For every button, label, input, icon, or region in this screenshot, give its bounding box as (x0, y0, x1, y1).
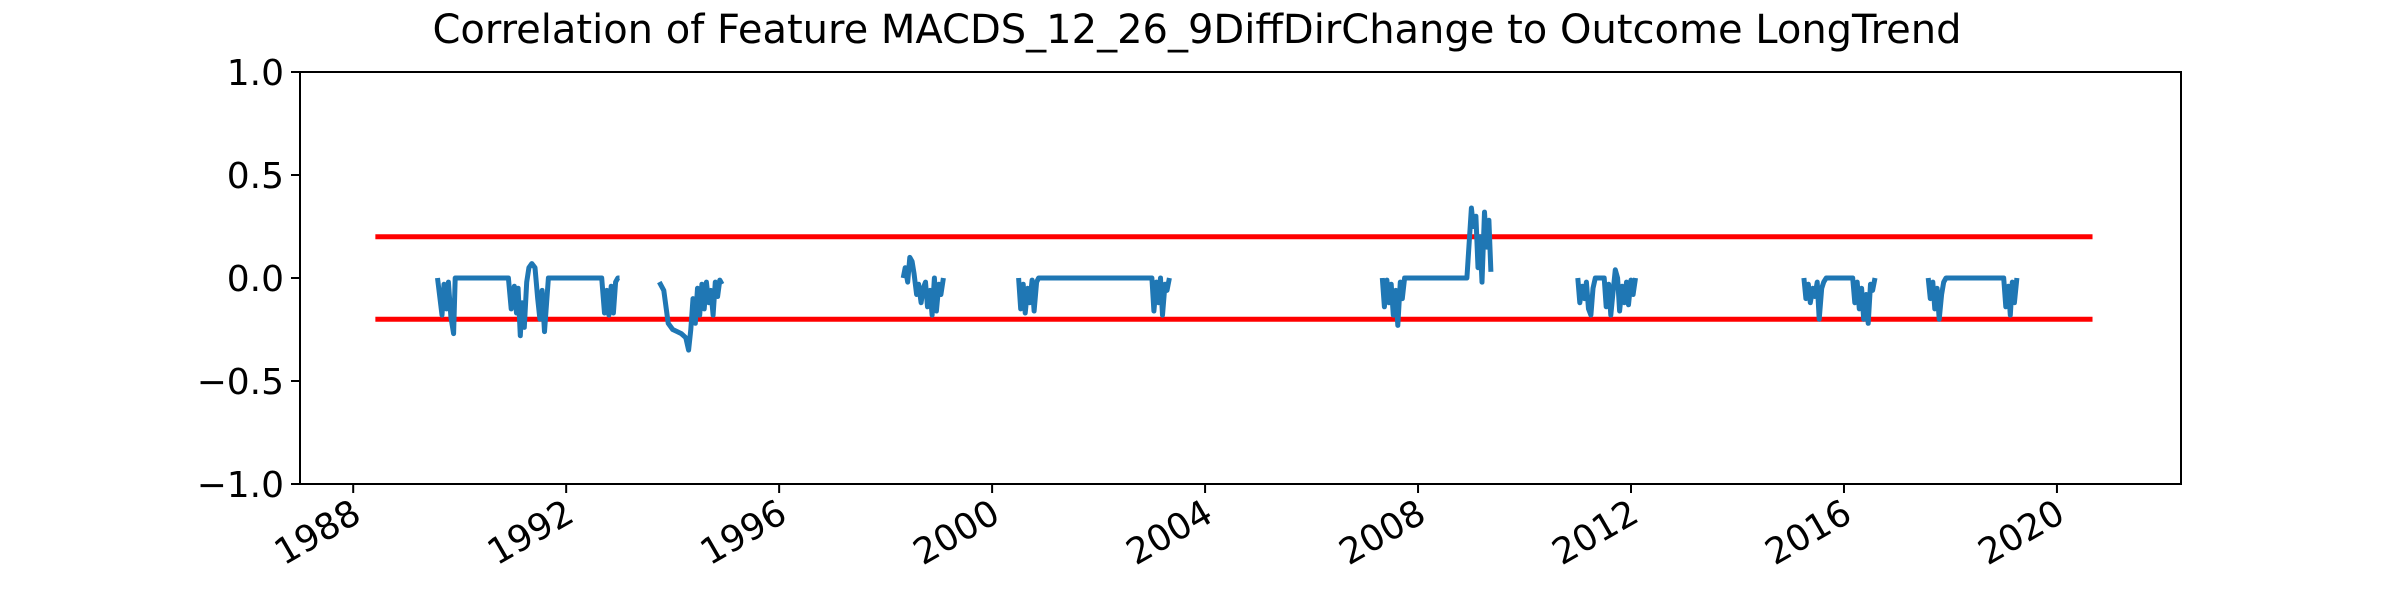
x-axis: 1988 1992 1996 2000 2004 2008 2012 2016 2020 (268, 484, 2072, 574)
series-line-segment-5 (1575, 267, 1638, 318)
y-tick-label: −0.5 (197, 362, 284, 403)
x-tick-label: 1996 (694, 492, 794, 573)
series-line-segment-0 (435, 261, 621, 339)
x-tick-label: 2004 (1120, 492, 1220, 573)
y-axis: 1.0 0.5 0.0 −0.5 −1.0 (197, 53, 300, 506)
y-tick-label: −1.0 (197, 465, 284, 506)
x-tick-label: 2012 (1546, 492, 1646, 573)
x-tick-label: 1992 (481, 492, 581, 573)
x-tick-label: 2020 (1972, 492, 2072, 573)
y-tick-label: 0.5 (227, 156, 284, 197)
y-tick-label: 0.0 (227, 259, 284, 300)
series-line-segment-4 (1379, 205, 1494, 328)
series-line-segment-2 (900, 254, 946, 318)
series-line-segment-1 (657, 277, 725, 353)
series-line-segment-7 (1925, 275, 2020, 322)
y-tick-label: 1.0 (227, 53, 284, 94)
series-line-segment-6 (1801, 275, 1878, 326)
x-tick-label: 2016 (1759, 492, 1859, 573)
series-line-segment-3 (1016, 275, 1172, 318)
plot-area (375, 205, 2093, 353)
x-tick-label: 2000 (907, 492, 1007, 573)
chart-title: Correlation of Feature MACDS_12_26_9Diff… (432, 7, 1961, 53)
x-tick-label: 2008 (1333, 492, 1433, 573)
